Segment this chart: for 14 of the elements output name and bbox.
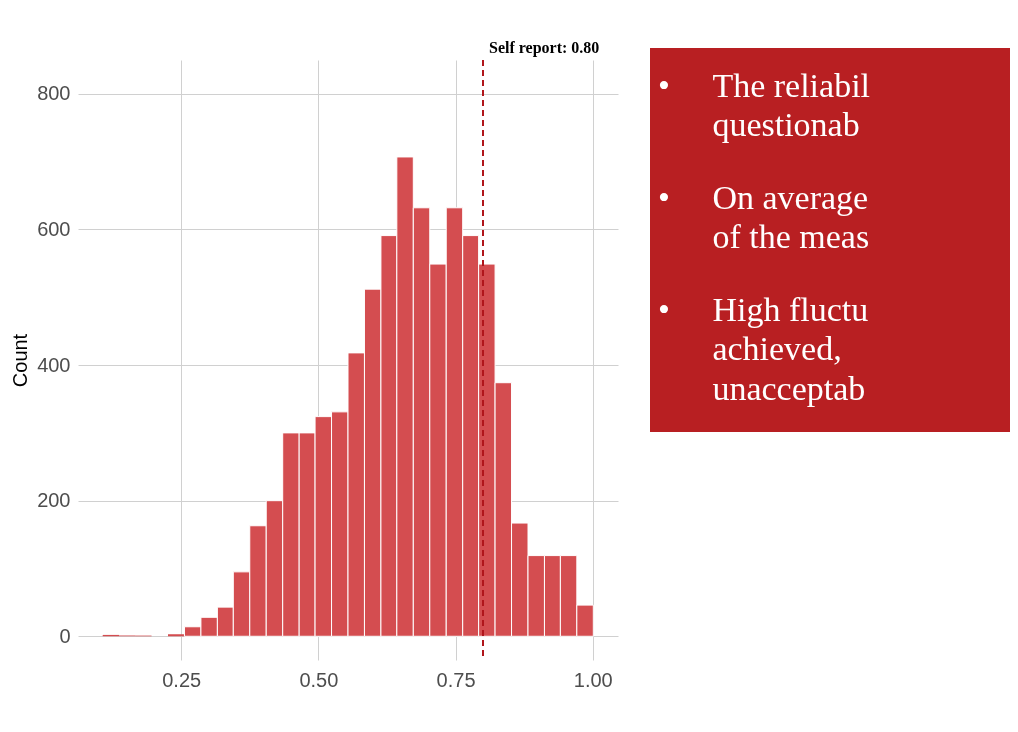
y-axis-title: Count bbox=[9, 333, 32, 388]
x-tick-label: 0.75 bbox=[436, 668, 476, 691]
text: • The reliabil questionab bbox=[658, 66, 872, 145]
y-tick-label: 200 bbox=[37, 489, 71, 512]
x-tick-label: 0.25 bbox=[162, 668, 202, 691]
y-tick-label: 0 bbox=[59, 624, 71, 647]
y-tick-label: 400 bbox=[37, 353, 71, 376]
ref-line-label: Self report: 0.80 bbox=[489, 39, 600, 57]
text: • High fluctu achieved, unacceptab bbox=[658, 290, 870, 408]
y-tick-label: 800 bbox=[37, 82, 71, 105]
x-tick-label: 1.00 bbox=[573, 668, 613, 691]
y-tick-label: 600 bbox=[37, 217, 71, 240]
x-tick-label: 0.50 bbox=[299, 668, 339, 691]
text: • On average of the meas bbox=[658, 178, 871, 257]
